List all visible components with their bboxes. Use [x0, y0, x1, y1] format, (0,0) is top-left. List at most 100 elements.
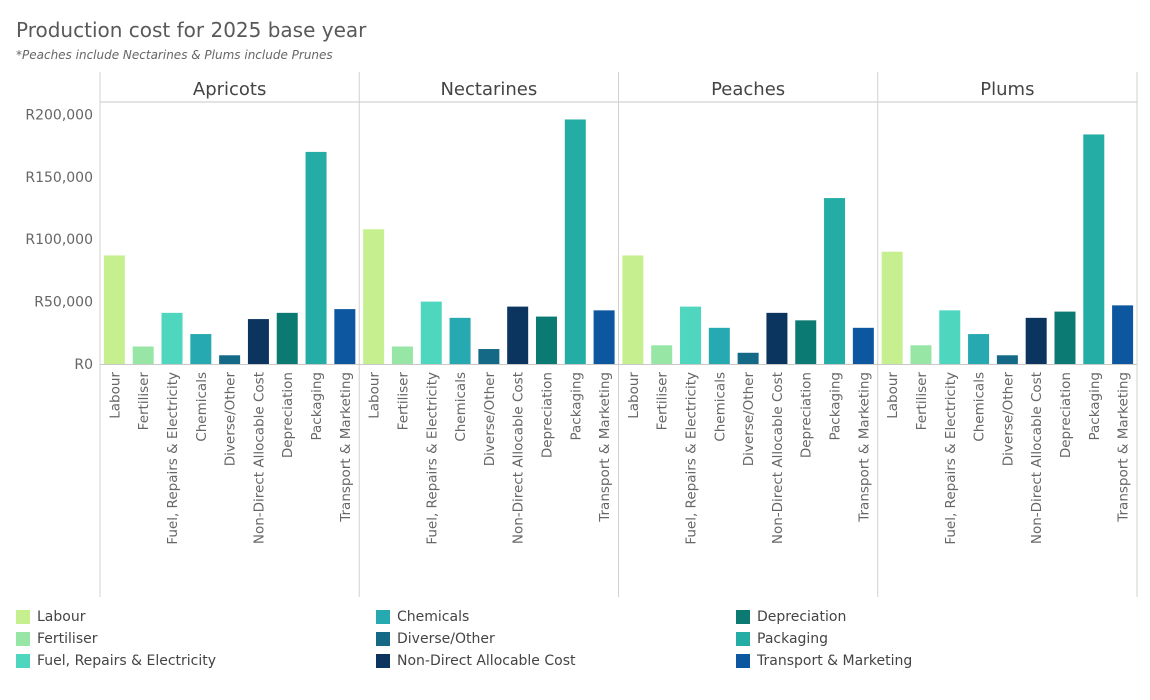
x-tick-label: Transport & Marketing [856, 372, 872, 523]
bar [766, 312, 788, 364]
bar [305, 151, 327, 364]
x-tick-label: Labour [107, 372, 123, 419]
y-tick-label: R0 [74, 357, 93, 373]
legend-item[interactable]: Non-Direct Allocable Cost [376, 651, 576, 671]
legend-item[interactable]: Fertiliser [16, 629, 97, 649]
x-tick-label: Fuel, Repairs & Electricity [424, 372, 440, 545]
bar [276, 312, 298, 364]
bar [737, 352, 759, 364]
bar [161, 312, 183, 364]
legend-label: Chemicals [397, 609, 470, 625]
legend-label: Fertiliser [37, 631, 98, 647]
bar [1083, 134, 1105, 364]
bar [593, 310, 615, 364]
legend-swatch [376, 654, 390, 668]
legend-item[interactable]: Chemicals [376, 607, 469, 627]
legend-label: Fuel, Repairs & Electricity [37, 653, 217, 669]
x-tick-label: Fuel, Repairs & Electricity [943, 372, 959, 545]
bar [334, 309, 356, 364]
legend-item[interactable]: Labour [16, 607, 85, 627]
x-tick-label: Depreciation [539, 372, 555, 458]
bar [449, 317, 471, 364]
bar [651, 345, 673, 364]
bar [247, 319, 269, 364]
bar [910, 345, 932, 364]
legend-label: Diverse/Other [397, 631, 495, 647]
bar [795, 320, 817, 364]
x-tick-label: Depreciation [799, 372, 815, 458]
x-tick-label: Diverse/Other [482, 372, 498, 467]
x-tick-label: Non-Direct Allocable Cost [1029, 372, 1045, 544]
legend-label: Depreciation [757, 609, 847, 625]
x-tick-label: Depreciation [280, 372, 296, 458]
bar [968, 334, 990, 364]
bar [680, 306, 702, 364]
x-tick-label: Packaging [1087, 372, 1103, 441]
x-tick-label: Chemicals [972, 372, 988, 442]
x-tick-label: Packaging [828, 372, 844, 441]
bar [852, 327, 874, 364]
x-tick-label: Diverse/Other [741, 372, 757, 467]
x-tick-label: Labour [885, 372, 901, 419]
legend-swatch [16, 654, 30, 668]
panel-title: Plums [980, 79, 1034, 100]
bar [507, 306, 529, 364]
legend-swatch [16, 632, 30, 646]
panel-title: Apricots [193, 79, 267, 100]
legend-item[interactable]: Transport & Marketing [736, 651, 912, 671]
bar [219, 355, 241, 364]
x-tick-label: Fuel, Repairs & Electricity [165, 372, 181, 545]
x-tick-label: Fertiliser [655, 372, 671, 431]
panel-title: Nectarines [440, 79, 537, 100]
x-tick-label: Labour [626, 372, 642, 419]
x-tick-label: Chemicals [453, 372, 469, 442]
x-tick-label: Labour [367, 372, 383, 419]
x-tick-label: Chemicals [712, 372, 728, 442]
legend-label: Labour [37, 609, 86, 625]
legend-item[interactable]: Diverse/Other [376, 629, 495, 649]
bar [103, 255, 125, 364]
bar [564, 119, 586, 364]
bar [1112, 305, 1134, 364]
bar [708, 327, 730, 364]
x-tick-label: Fertiliser [395, 372, 411, 431]
bar [478, 349, 500, 364]
legend-swatch [736, 610, 750, 624]
bar [881, 251, 903, 364]
bar [535, 316, 557, 364]
bar [1025, 317, 1047, 364]
bar [824, 198, 846, 364]
legend: Labour Fertiliser Fuel, Repairs & Electric… [16, 607, 1146, 677]
legend-swatch [736, 632, 750, 646]
x-tick-label: Fuel, Repairs & Electricity [684, 372, 700, 545]
bar [420, 301, 442, 364]
x-tick-label: Diverse/Other [1000, 372, 1016, 467]
x-tick-label: Non-Direct Allocable Cost [251, 372, 267, 544]
x-tick-label: Packaging [309, 372, 325, 441]
bar [391, 346, 413, 364]
legend-swatch [376, 632, 390, 646]
bar [363, 229, 385, 364]
y-tick-label: R100,000 [25, 232, 93, 248]
legend-item[interactable]: Fuel, Repairs & Electricity [16, 651, 216, 671]
legend-item[interactable]: Packaging [736, 629, 828, 649]
x-tick-label: Transport & Marketing [338, 372, 354, 523]
x-tick-label: Packaging [568, 372, 584, 441]
x-tick-label: Transport & Marketing [1116, 372, 1132, 523]
legend-item[interactable]: Depreciation [736, 607, 846, 627]
x-tick-label: Fertiliser [914, 372, 930, 431]
bar [190, 334, 212, 364]
x-tick-label: Transport & Marketing [597, 372, 613, 523]
legend-swatch [376, 610, 390, 624]
legend-label: Packaging [757, 631, 829, 647]
chart-title: Production cost for 2025 base year [16, 18, 367, 42]
y-tick-label: R200,000 [25, 107, 93, 123]
legend-label: Transport & Marketing [757, 653, 913, 669]
bar [622, 255, 644, 364]
legend-label: Non-Direct Allocable Cost [397, 653, 576, 669]
legend-swatch [16, 610, 30, 624]
x-tick-label: Depreciation [1058, 372, 1074, 458]
legend-swatch [736, 654, 750, 668]
x-tick-label: Chemicals [194, 372, 210, 442]
x-tick-label: Diverse/Other [223, 372, 239, 467]
